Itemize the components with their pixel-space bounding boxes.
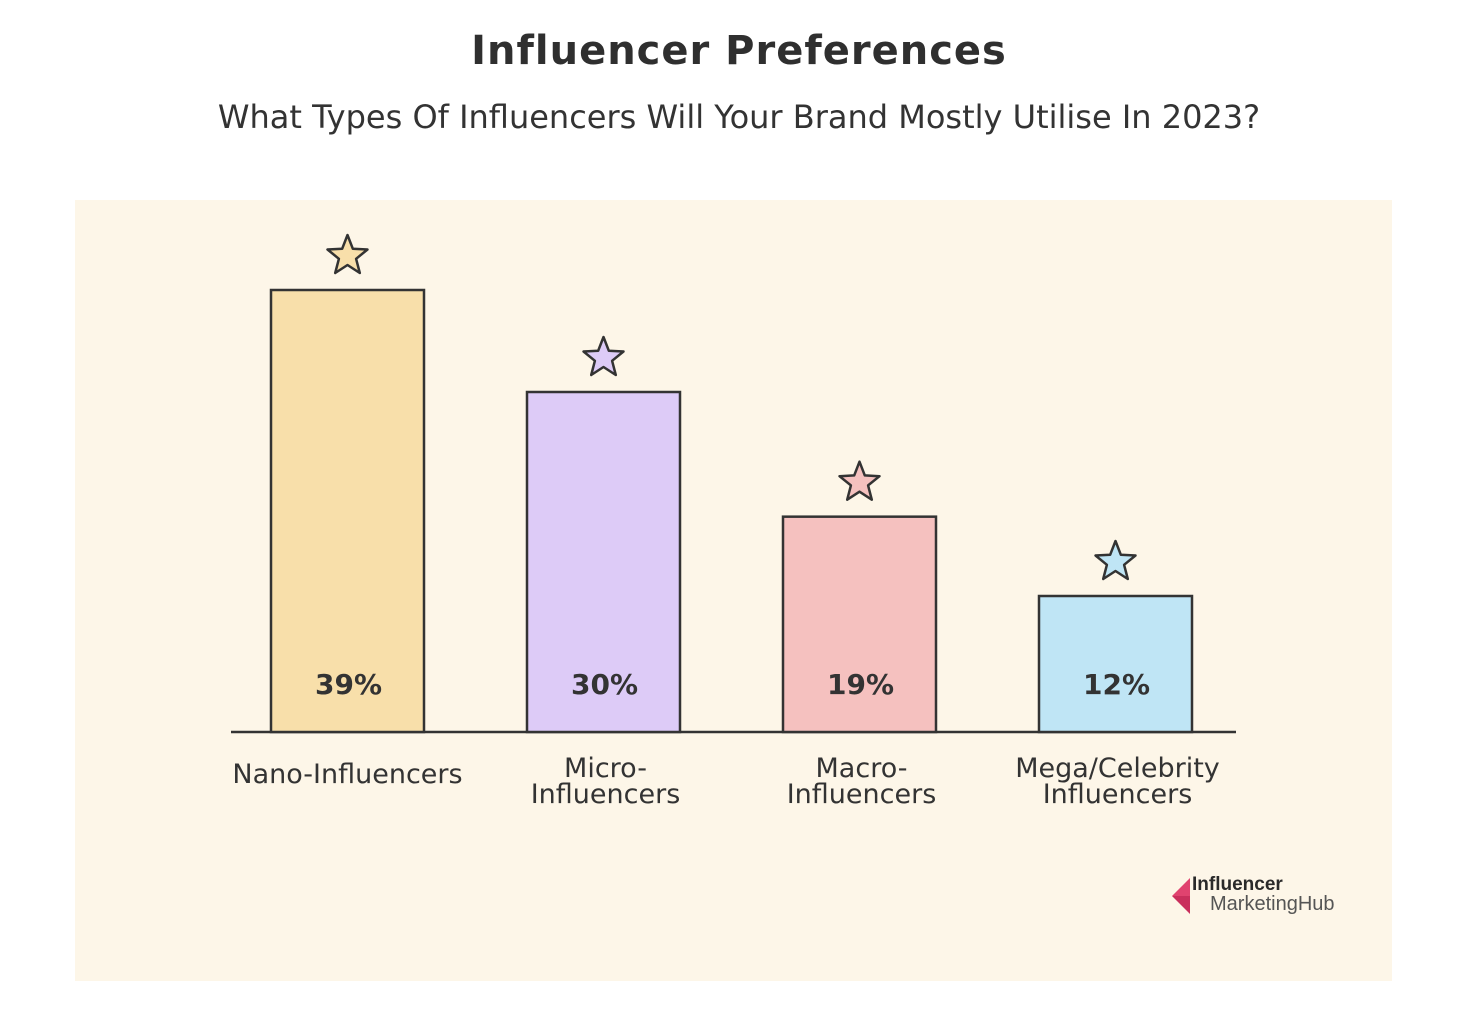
bar-3 — [781, 515, 938, 734]
value-label-3: 19% — [827, 668, 894, 701]
value-label-2: 30% — [571, 668, 638, 701]
star-icon-3 — [838, 460, 881, 501]
chart-subtitle: What Types Of Influencers Will Your Bran… — [217, 98, 1261, 136]
value-label-1: 39% — [315, 668, 382, 701]
star-icon-4 — [1094, 539, 1137, 581]
brand-logo: Influencer MarketingHub — [1170, 874, 1360, 918]
value-label-4: 12% — [1083, 668, 1150, 701]
chart-title: Influencer Preferences — [471, 28, 1007, 74]
category-label-2: Micro-Influencers — [531, 753, 681, 810]
chart-panel: 39% Nano-Influencers 30% Micro-Influencers 1… — [75, 200, 1392, 981]
bar-chart: 39% Nano-Influencers 30% Micro-Influencers 1… — [75, 200, 1392, 981]
star-icon-1 — [326, 233, 369, 275]
category-label-4: Mega/Celebrity Influencers — [1015, 753, 1220, 810]
star-icon-2 — [582, 335, 625, 377]
logo-mark-icon — [1172, 878, 1190, 914]
logo-text-line1: Influencer — [1192, 874, 1283, 895]
logo-text-line2: MarketingHub — [1210, 893, 1335, 915]
category-label-1: Nano-Influencers — [232, 759, 462, 790]
category-label-3: Macro-Influencers — [787, 753, 937, 810]
bar-1 — [269, 288, 426, 734]
bar-4 — [1037, 594, 1194, 734]
bar-2 — [525, 390, 682, 734]
